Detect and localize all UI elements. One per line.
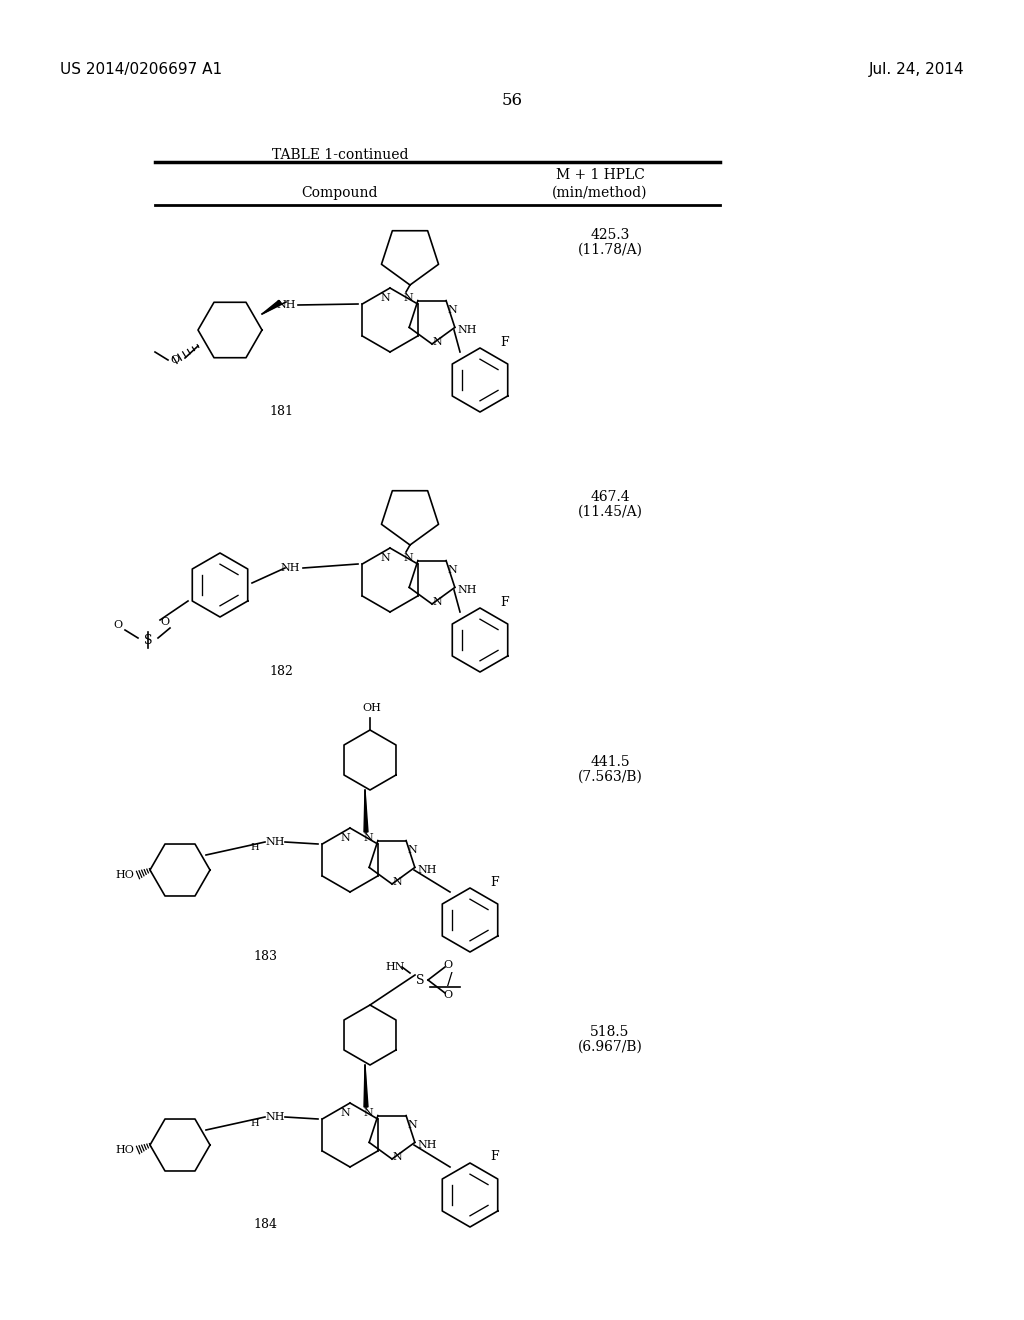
Text: (7.563/B): (7.563/B) (578, 770, 642, 784)
Text: (min/method): (min/method) (552, 186, 648, 201)
Text: N: N (403, 293, 413, 304)
Text: 518.5: 518.5 (590, 1026, 630, 1039)
Text: S: S (416, 974, 424, 986)
Text: N: N (408, 845, 417, 855)
Text: N: N (364, 833, 373, 843)
Text: (11.78/A): (11.78/A) (578, 243, 642, 257)
Text: N: N (432, 597, 442, 607)
Text: 182: 182 (269, 665, 293, 678)
Polygon shape (364, 1065, 368, 1107)
Text: O: O (443, 990, 453, 1001)
Text: NH: NH (457, 325, 476, 335)
Text: 467.4: 467.4 (590, 490, 630, 504)
Text: 56: 56 (502, 92, 522, 110)
Text: NH: NH (417, 865, 436, 875)
Text: O: O (170, 355, 179, 366)
Polygon shape (364, 789, 368, 832)
Text: NH: NH (265, 837, 285, 847)
Text: N: N (447, 565, 457, 576)
Text: 184: 184 (253, 1218, 278, 1232)
Text: NH: NH (417, 1140, 436, 1150)
Text: US 2014/0206697 A1: US 2014/0206697 A1 (60, 62, 222, 77)
Text: HN: HN (385, 962, 404, 972)
Text: NH: NH (276, 300, 296, 310)
Text: N: N (380, 293, 390, 304)
Text: M + 1 HPLC: M + 1 HPLC (556, 168, 644, 182)
Text: (6.967/B): (6.967/B) (578, 1040, 642, 1053)
Text: N: N (340, 1107, 350, 1118)
Polygon shape (262, 301, 282, 314)
Text: Jul. 24, 2014: Jul. 24, 2014 (868, 62, 964, 77)
Text: HO: HO (116, 870, 134, 880)
Text: O: O (114, 620, 123, 630)
Text: (11.45/A): (11.45/A) (578, 506, 642, 519)
Text: NH: NH (281, 564, 300, 573)
Text: N: N (432, 337, 442, 347)
Text: N: N (408, 1119, 417, 1130)
Text: N: N (340, 833, 350, 843)
Text: OH: OH (362, 704, 381, 713)
Text: F: F (501, 335, 509, 348)
Text: /: / (447, 972, 453, 989)
Text: F: F (490, 1151, 500, 1163)
Text: NH: NH (265, 1111, 285, 1122)
Text: HO: HO (116, 1144, 134, 1155)
Text: F: F (490, 875, 500, 888)
Text: Compound: Compound (302, 186, 378, 201)
Text: O: O (161, 616, 170, 627)
Text: O: O (443, 960, 453, 970)
Text: N: N (447, 305, 457, 315)
Text: 183: 183 (253, 950, 278, 964)
Text: N: N (392, 876, 401, 887)
Text: H: H (251, 843, 259, 853)
Text: 181: 181 (269, 405, 293, 418)
Text: 441.5: 441.5 (590, 755, 630, 770)
Text: TABLE 1-continued: TABLE 1-continued (271, 148, 409, 162)
Text: N: N (380, 553, 390, 564)
Text: NH: NH (457, 585, 476, 595)
Text: H: H (251, 1118, 259, 1127)
Text: 425.3: 425.3 (590, 228, 630, 242)
Text: S: S (143, 634, 153, 647)
Text: N: N (403, 553, 413, 564)
Text: N: N (392, 1152, 401, 1162)
Text: F: F (501, 595, 509, 609)
Text: N: N (364, 1107, 373, 1118)
